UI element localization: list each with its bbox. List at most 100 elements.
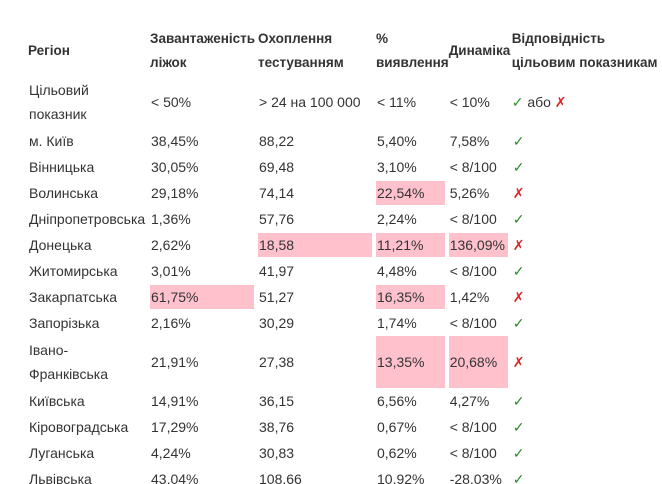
cell-text: 14,91% (151, 393, 199, 409)
table-cell: 16,35% (376, 284, 449, 310)
header-cell: Динаміка (448, 43, 511, 58)
table-cell: 21,91% (150, 336, 258, 388)
table-cell: 3,01% (150, 258, 258, 284)
region-row: Луганська 4,24% 30,83 0,62% < 8/100 ✓ (28, 440, 662, 466)
table-cell: < 8/100 (449, 440, 512, 466)
table-cell: ✗ (512, 336, 662, 388)
cell-text: 30,83 (259, 445, 295, 461)
cell-text: 30,05% (151, 159, 199, 175)
cell-text: 69,48 (259, 159, 295, 175)
cell-text: 43,04% (151, 471, 199, 484)
header-row: Регіон Завантаженість ліжок Охоплення тест… (28, 26, 662, 76)
table-cell: 136,09% (448, 232, 512, 258)
table-cell: 74,14 (258, 180, 376, 206)
table-cell: 2,62% (150, 232, 258, 258)
cell-text: 51,27 (259, 289, 295, 305)
table-cell: 1,36% (150, 206, 258, 232)
region-row: Житомирська 3,01% 41,97 4,48% < 8/100 ✓ (28, 258, 662, 284)
cell-text: 3,10% (377, 159, 417, 175)
cell-text: 13,35% (376, 336, 445, 388)
region-row: Донецька 2,62% 18,58 11,21% 136,09% ✗ (28, 232, 662, 258)
table-cell: 61,75% (150, 284, 258, 310)
header-cell: % виявлення (376, 31, 449, 70)
table-cell: 29,18% (150, 180, 258, 206)
table-cell: 43,04% (150, 466, 258, 484)
table-cell: 1,42% (449, 284, 512, 310)
target-cell: ✓ або ✗ (512, 76, 662, 128)
table-cell: ✓ (512, 310, 662, 336)
table-cell: < 8/100 (449, 154, 512, 180)
table-cell: 0,62% (376, 440, 449, 466)
cell-text: Житомирська (29, 263, 118, 279)
cell-text: Цільовий показник (29, 82, 89, 122)
check-mark: ✓ (512, 159, 525, 175)
table-cell: ✓ (512, 466, 662, 484)
cell-text: < 8/100 (449, 315, 497, 331)
table-cell: 17,29% (150, 414, 258, 440)
table-cell: 41,97 (258, 258, 376, 284)
table-cell: 4,48% (376, 258, 449, 284)
table-body: Цільовий показник < 50% > 24 на 100 000 < 1… (28, 76, 662, 484)
table-cell: 20,68% (448, 336, 512, 388)
table-cell: 13,35% (376, 336, 449, 388)
check-mark: ✓ (512, 315, 525, 331)
cell-text: 3,01% (151, 263, 191, 279)
cell-text: 2,24% (377, 211, 417, 227)
region-row: Вінницька 30,05% 69,48 3,10% < 8/100 ✓ (28, 154, 662, 180)
cell-text: -28,03% (449, 471, 502, 484)
cell-text: Івано-Франківська (29, 342, 108, 382)
cell-text: Вінницька (29, 159, 95, 175)
region-row: Львівська 43,04% 108,66 10,92% -28,03% ✓ (28, 466, 662, 484)
target-cell: Цільовий показник (28, 76, 150, 128)
table-cell: 4,27% (449, 388, 512, 414)
table-cell: ✗ (512, 180, 662, 206)
cell-text: 5,40% (377, 133, 417, 149)
cross-mark: ✗ (512, 354, 525, 370)
table-cell: Івано-Франківська (28, 336, 150, 388)
table-cell: 6,56% (376, 388, 449, 414)
table-cell: ✗ (512, 232, 662, 258)
table-cell: 38,45% (150, 128, 258, 154)
check-mark: ✓ (512, 133, 525, 149)
cell-text: 1,42% (449, 289, 490, 305)
cell-text: 11,21% (376, 233, 445, 257)
cell-text: 10,92% (377, 471, 425, 484)
cell-text: < 8/100 (449, 445, 497, 461)
table-cell: Донецька (28, 232, 150, 258)
table-cell: -28,03% (449, 466, 512, 484)
cell-text: 0,62% (377, 445, 417, 461)
cell-text: 36,15 (259, 393, 295, 409)
cell-text: Дніпропетровська (29, 211, 146, 227)
region-row: м. Київ 38,45% 88,22 5,40% 7,58% ✓ (28, 128, 662, 154)
cell-text: Закарпатська (29, 289, 118, 305)
table-cell: 88,22 (258, 128, 376, 154)
target-row: Цільовий показник < 50% > 24 на 100 000 < 1… (28, 76, 662, 128)
table-cell: < 8/100 (449, 206, 512, 232)
table-cell: < 8/100 (449, 310, 512, 336)
table-cell: 69,48 (258, 154, 376, 180)
table-cell: 38,76 (258, 414, 376, 440)
table-cell: 14,91% (150, 388, 258, 414)
header-cell: Завантаженість ліжок (150, 31, 256, 70)
cell-text: 6,56% (377, 393, 417, 409)
table-cell: Запорізька (28, 310, 150, 336)
region-table: Регіон Завантаженість ліжок Охоплення тест… (28, 26, 662, 484)
cell-text: м. Київ (29, 133, 74, 149)
cell-text: 108,66 (259, 471, 302, 484)
table-cell: 1,74% (376, 310, 449, 336)
cell-text: Львівська (29, 471, 92, 484)
cell-text: 7,58% (449, 133, 490, 149)
table-cell: Дніпропетровська (28, 206, 150, 232)
check-mark: ✓ (512, 419, 525, 435)
check-mark: ✓ (512, 393, 525, 409)
table-cell: 2,16% (150, 310, 258, 336)
cell-text: 2,62% (151, 237, 191, 253)
header-cell: Охоплення тестуванням (258, 31, 344, 70)
cell-text: 74,14 (259, 185, 295, 201)
cell-text: < 8/100 (449, 419, 497, 435)
table-cell: < 8/100 (449, 414, 512, 440)
cross-mark: ✗ (512, 185, 525, 201)
cell-text: Волинська (29, 185, 99, 201)
table-cell: 7,58% (449, 128, 512, 154)
table-cell: Кіровоградська (28, 414, 150, 440)
